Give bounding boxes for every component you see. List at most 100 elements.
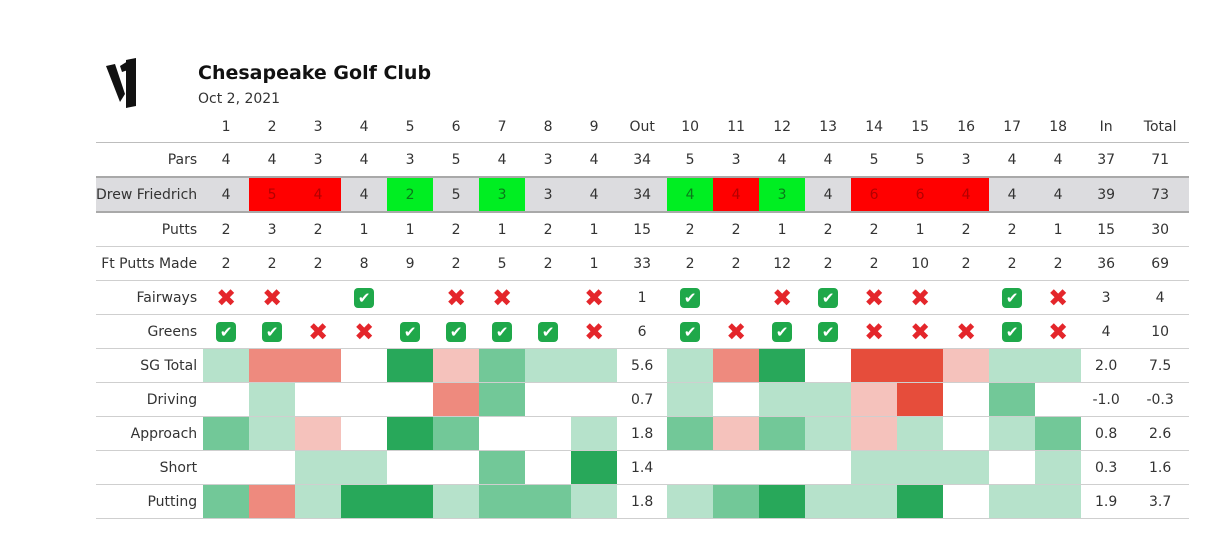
column-header: 16 <box>943 112 990 143</box>
sg-cell <box>713 382 760 417</box>
sg-cell <box>943 382 990 417</box>
sg-cell <box>479 348 526 383</box>
score-cell: 1 <box>341 212 388 247</box>
sg-cell <box>805 416 852 451</box>
v1-logo <box>106 58 136 108</box>
sg-cell <box>203 416 250 451</box>
check-icon: ✔ <box>818 287 839 308</box>
miss-cell: ✖ <box>897 280 944 315</box>
score-cell: 4 <box>805 176 852 213</box>
score-cell: 15 <box>617 212 668 247</box>
cross-icon: ✖ <box>1048 317 1069 346</box>
score-cell: 2 <box>1035 246 1082 281</box>
column-header: 11 <box>713 112 760 143</box>
hit-cell: ✔ <box>203 314 250 349</box>
score-cell: 4 <box>713 176 760 213</box>
score-cell: 4 <box>1035 176 1082 213</box>
sg-cell: -1.0 <box>1081 382 1132 417</box>
score-cell: 4 <box>805 142 852 178</box>
row-label: Putts <box>96 212 204 247</box>
score-cell: 4 <box>571 176 618 213</box>
row-pars: Pars 4 4 3 4 3 5 4 3 4 34 5 3 4 4 5 5 3 4 4 37 71 <box>96 142 1190 178</box>
score-cell <box>387 280 434 315</box>
row-label: Drew Friedrich <box>96 176 204 213</box>
sg-cell <box>805 382 852 417</box>
sg-cell <box>479 416 526 451</box>
row-driving: Driving 0.7 -1.0 -0.3 <box>96 382 1190 417</box>
score-cell: 1 <box>1035 212 1082 247</box>
sg-cell <box>479 484 526 519</box>
sg-cell <box>897 416 944 451</box>
hit-cell: ✔ <box>479 314 526 349</box>
sg-cell <box>713 416 760 451</box>
check-icon: ✔ <box>680 321 701 342</box>
cross-icon: ✖ <box>308 317 329 346</box>
sg-cell <box>713 484 760 519</box>
hole-header-row: 1 2 3 4 5 6 7 8 9 Out 10 11 12 13 14 15 16 17 18 In Total <box>96 112 1190 143</box>
check-icon: ✔ <box>354 287 375 308</box>
sg-cell <box>759 382 806 417</box>
sg-cell <box>897 348 944 383</box>
column-header: 2 <box>249 112 296 143</box>
score-cell: 4 <box>989 176 1036 213</box>
sg-cell <box>249 416 296 451</box>
check-icon: ✔ <box>1002 287 1023 308</box>
sg-cell: 2.0 <box>1081 348 1132 383</box>
sg-cell <box>479 450 526 485</box>
score-cell: 5 <box>479 246 526 281</box>
sg-cell <box>387 450 434 485</box>
sg-cell: 5.6 <box>617 348 668 383</box>
column-header: 1 <box>203 112 250 143</box>
check-icon: ✔ <box>818 321 839 342</box>
score-cell: 2 <box>989 212 1036 247</box>
sg-cell <box>479 382 526 417</box>
score-cell: 4 <box>759 142 806 178</box>
cross-icon: ✖ <box>1048 283 1069 312</box>
score-cell: 2 <box>525 246 572 281</box>
column-header: 14 <box>851 112 898 143</box>
hit-cell: ✔ <box>805 280 852 315</box>
score-cell: 3 <box>249 212 296 247</box>
column-header: 9 <box>571 112 618 143</box>
miss-cell: ✖ <box>943 314 990 349</box>
sg-cell <box>387 416 434 451</box>
sg-cell <box>759 416 806 451</box>
sg-cell <box>295 484 342 519</box>
sg-cell <box>341 348 388 383</box>
column-header: 17 <box>989 112 1036 143</box>
sg-cell <box>943 484 990 519</box>
score-cell: 10 <box>897 246 944 281</box>
miss-cell: ✖ <box>249 280 296 315</box>
sg-cell <box>571 450 618 485</box>
score-cell: 1 <box>759 212 806 247</box>
miss-cell: ✖ <box>433 280 480 315</box>
score-cell: 4 <box>571 142 618 178</box>
score-cell: 3 <box>759 176 806 213</box>
cross-icon: ✖ <box>354 317 375 346</box>
miss-cell: ✖ <box>713 314 760 349</box>
sg-cell <box>387 382 434 417</box>
score-cell: 3 <box>1081 280 1132 315</box>
sg-cell <box>295 416 342 451</box>
sg-cell <box>989 484 1036 519</box>
score-cell: 2 <box>667 212 714 247</box>
sg-cell <box>203 484 250 519</box>
row-drew-friedrich: Drew Friedrich 4 5 4 4 2 5 3 3 4 34 4 4 3 4 6 6 4 4 4 39 73 <box>96 176 1190 213</box>
row-label: Pars <box>96 142 204 178</box>
sg-cell <box>433 382 480 417</box>
score-cell: 6 <box>897 176 944 213</box>
score-cell: 4 <box>667 176 714 213</box>
score-cell: 33 <box>617 246 668 281</box>
hit-cell: ✔ <box>667 280 714 315</box>
row-sg-total: SG Total 5.6 2.0 7.5 <box>96 348 1190 383</box>
miss-cell: ✖ <box>897 314 944 349</box>
score-cell: 3 <box>713 142 760 178</box>
hit-cell: ✔ <box>249 314 296 349</box>
score-cell: 2 <box>433 212 480 247</box>
score-cell: 5 <box>433 176 480 213</box>
sg-cell: 2.6 <box>1131 416 1190 451</box>
sg-cell <box>341 416 388 451</box>
miss-cell: ✖ <box>851 314 898 349</box>
score-cell: 3 <box>525 142 572 178</box>
column-header: 7 <box>479 112 526 143</box>
